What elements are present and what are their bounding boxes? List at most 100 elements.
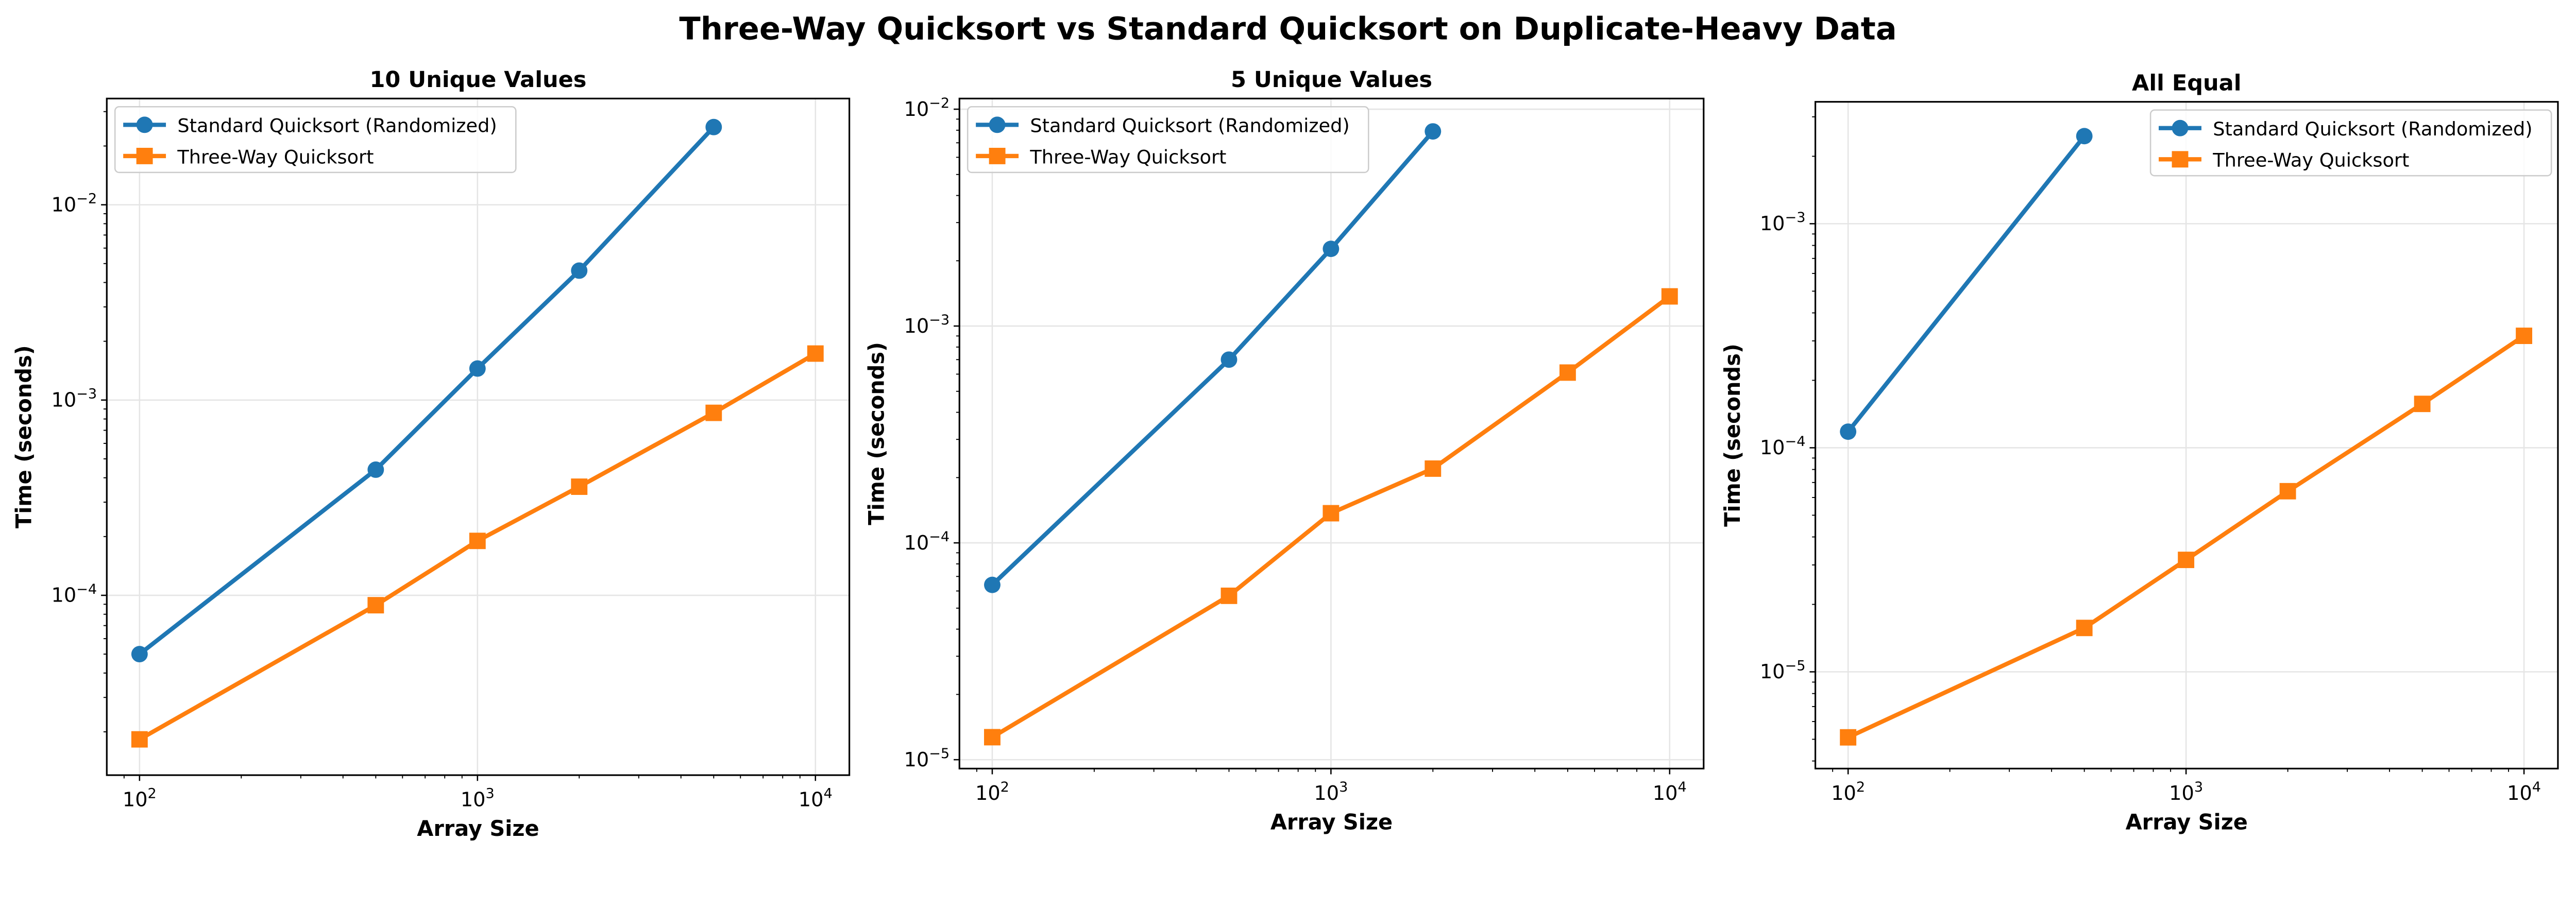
data-point-square	[2414, 396, 2431, 413]
legend-box	[967, 106, 1369, 174]
y-axis-label: Time (seconds)	[12, 345, 37, 528]
data-point-circle	[984, 576, 1001, 593]
legend: Standard Quicksort (Randomized) Three-Way…	[967, 106, 1369, 174]
data-point-circle	[2076, 128, 2093, 145]
data-point-square	[705, 404, 722, 421]
data-point-square	[2279, 483, 2296, 500]
y-tick-exponent: −3	[76, 386, 97, 402]
legend-box	[2149, 109, 2552, 177]
y-tick-exponent: −4	[76, 581, 97, 597]
legend-label: Standard Quicksort (Randomized)	[2213, 118, 2532, 140]
y-tick-exponent: −5	[929, 746, 950, 762]
y-tick-label: 10−3	[1760, 210, 1806, 235]
axes-frame	[106, 97, 851, 776]
y-tick-base: 10	[1760, 660, 1785, 683]
y-tick-base: 10	[52, 193, 77, 216]
data-point-circle	[469, 360, 486, 377]
figure: Three-Way Quicksort vs Standard Quicksor…	[12, 11, 2559, 841]
y-tick-label: 10−4	[1760, 434, 1806, 459]
x-tick-exponent: 2	[1856, 779, 1865, 795]
data-point-circle	[1425, 123, 1442, 140]
series-line	[991, 295, 1671, 739]
axes-frame	[1815, 101, 2559, 769]
x-axis-label: Array Size	[417, 816, 539, 841]
axes-frame	[958, 97, 1705, 769]
data-point-circle	[1840, 423, 1857, 440]
legend-box	[114, 106, 517, 174]
panel-title: All Equal	[2132, 70, 2241, 96]
x-tick-base: 10	[461, 788, 486, 812]
x-tick-base: 10	[1831, 782, 1856, 805]
y-tick-label: 10−2	[904, 95, 950, 121]
data-point-square	[1323, 505, 1340, 522]
y-tick-base: 10	[1760, 436, 1785, 459]
legend-marker-square	[136, 147, 153, 164]
x-tick-base: 10	[2169, 782, 2194, 805]
data-point-circle	[367, 461, 384, 478]
legend-marker-square	[2172, 151, 2189, 168]
x-tick-label: 103	[2169, 779, 2203, 805]
legend-marker-circle	[989, 116, 1006, 133]
series-three-way-quicksort	[131, 345, 824, 748]
legend-label: Three-Way Quicksort	[177, 146, 374, 168]
data-point-circle	[131, 646, 148, 663]
legend: Standard Quicksort (Randomized) Three-Way…	[2149, 109, 2552, 177]
y-tick-label: 10−4	[52, 581, 97, 607]
series-three-way-quicksort	[984, 288, 1678, 746]
x-tick-label: 104	[1653, 779, 1687, 805]
y-tick-base: 10	[904, 748, 929, 771]
y-tick-label: 10−3	[904, 312, 950, 338]
y-tick-exponent: −3	[929, 312, 950, 328]
data-point-circle	[1323, 241, 1340, 258]
x-tick-label: 102	[975, 779, 1009, 805]
panel-title: 5 Unique Values	[1231, 67, 1432, 93]
legend-marker-square	[989, 147, 1006, 164]
y-tick-base: 10	[904, 98, 929, 121]
figure-title: Three-Way Quicksort vs Standard Quicksor…	[679, 11, 1896, 47]
x-tick-exponent: 2	[1001, 779, 1009, 795]
x-tick-base: 10	[975, 782, 1001, 805]
series-line	[138, 351, 817, 742]
x-axis-label: Array Size	[2126, 810, 2248, 834]
y-tick-base: 10	[1760, 212, 1785, 235]
legend-label: Standard Quicksort (Randomized)	[1030, 115, 1349, 137]
legend: Standard Quicksort (Randomized) Three-Way…	[114, 106, 517, 174]
data-point-circle	[1221, 351, 1238, 368]
data-point-square	[1840, 729, 1857, 746]
x-tick-label: 102	[1831, 779, 1865, 805]
x-tick-exponent: 3	[2194, 779, 2203, 795]
data-point-square	[1221, 587, 1238, 604]
data-point-square	[1661, 288, 1678, 305]
data-point-circle	[571, 262, 588, 279]
legend-marker-circle	[2172, 119, 2189, 136]
x-axis-label: Array Size	[1270, 810, 1393, 834]
x-tick-base: 10	[1653, 782, 1678, 805]
x-tick-base: 10	[2507, 782, 2532, 805]
y-axis-label: Time (seconds)	[865, 342, 889, 525]
panel-title: 10 Unique Values	[369, 67, 586, 93]
data-point-square	[2516, 328, 2533, 345]
x-tick-exponent: 4	[2532, 779, 2541, 795]
y-tick-exponent: −4	[929, 529, 950, 545]
data-point-square	[1559, 364, 1576, 381]
x-tick-label: 104	[2507, 779, 2541, 805]
y-tick-base: 10	[904, 531, 929, 555]
y-tick-label: 10−4	[904, 529, 950, 555]
y-tick-label: 10−5	[1760, 658, 1806, 683]
data-point-square	[131, 731, 148, 748]
data-point-square	[571, 478, 588, 495]
series-line	[1847, 334, 2526, 740]
y-tick-base: 10	[52, 389, 77, 412]
x-tick-label: 104	[799, 786, 833, 812]
x-tick-exponent: 4	[823, 786, 832, 802]
x-tick-exponent: 4	[1677, 779, 1686, 795]
legend-label: Standard Quicksort (Randomized)	[177, 115, 497, 137]
x-tick-base: 10	[1314, 782, 1339, 805]
y-tick-label: 10−3	[52, 386, 97, 412]
y-tick-label: 10−2	[52, 191, 97, 216]
y-tick-exponent: −2	[929, 95, 950, 111]
data-point-square	[2076, 620, 2093, 637]
data-point-square	[807, 345, 824, 362]
